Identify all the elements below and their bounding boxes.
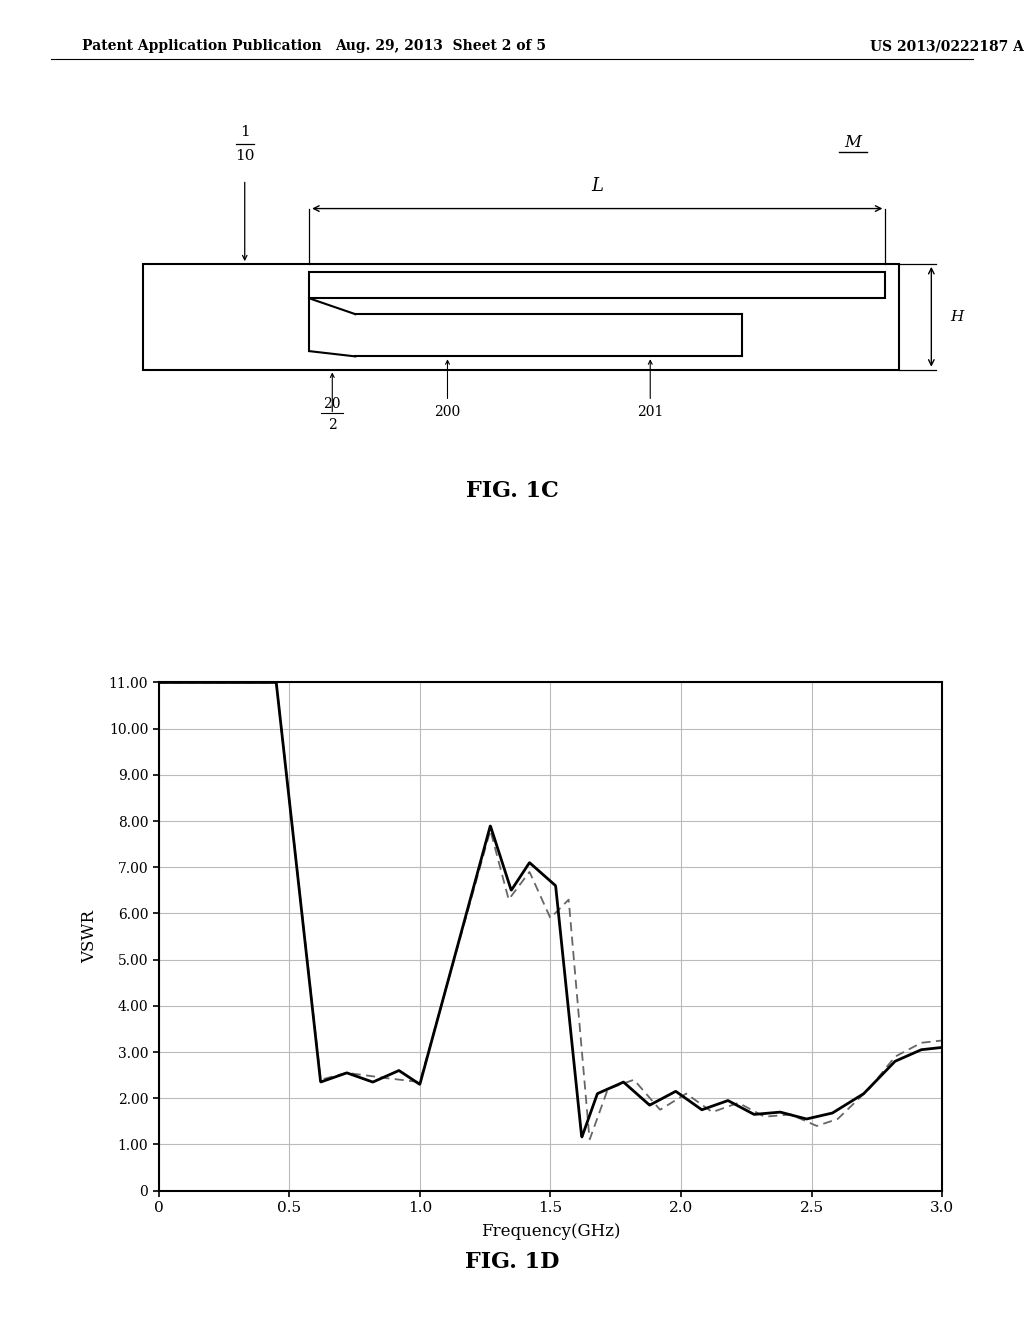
Text: H: H: [950, 310, 963, 323]
Text: 200: 200: [434, 405, 461, 418]
Bar: [309, 272, 885, 298]
Text: US 2013/0222187 A1: US 2013/0222187 A1: [870, 40, 1024, 53]
Text: 10: 10: [234, 149, 255, 162]
Text: 1: 1: [240, 125, 250, 139]
Text: FIG. 1D: FIG. 1D: [465, 1251, 559, 1272]
Y-axis label: VSWR: VSWR: [81, 909, 97, 964]
X-axis label: Frequency(GHz): Frequency(GHz): [480, 1224, 621, 1241]
Text: 20: 20: [324, 397, 341, 411]
Text: FIG. 1C: FIG. 1C: [466, 480, 558, 502]
Bar: [143, 264, 899, 370]
Text: L: L: [591, 177, 603, 195]
Text: Aug. 29, 2013  Sheet 2 of 5: Aug. 29, 2013 Sheet 2 of 5: [335, 40, 546, 53]
Text: M: M: [845, 135, 861, 150]
Text: 201: 201: [637, 405, 664, 418]
Text: Patent Application Publication: Patent Application Publication: [82, 40, 322, 53]
Text: 2: 2: [328, 418, 337, 432]
